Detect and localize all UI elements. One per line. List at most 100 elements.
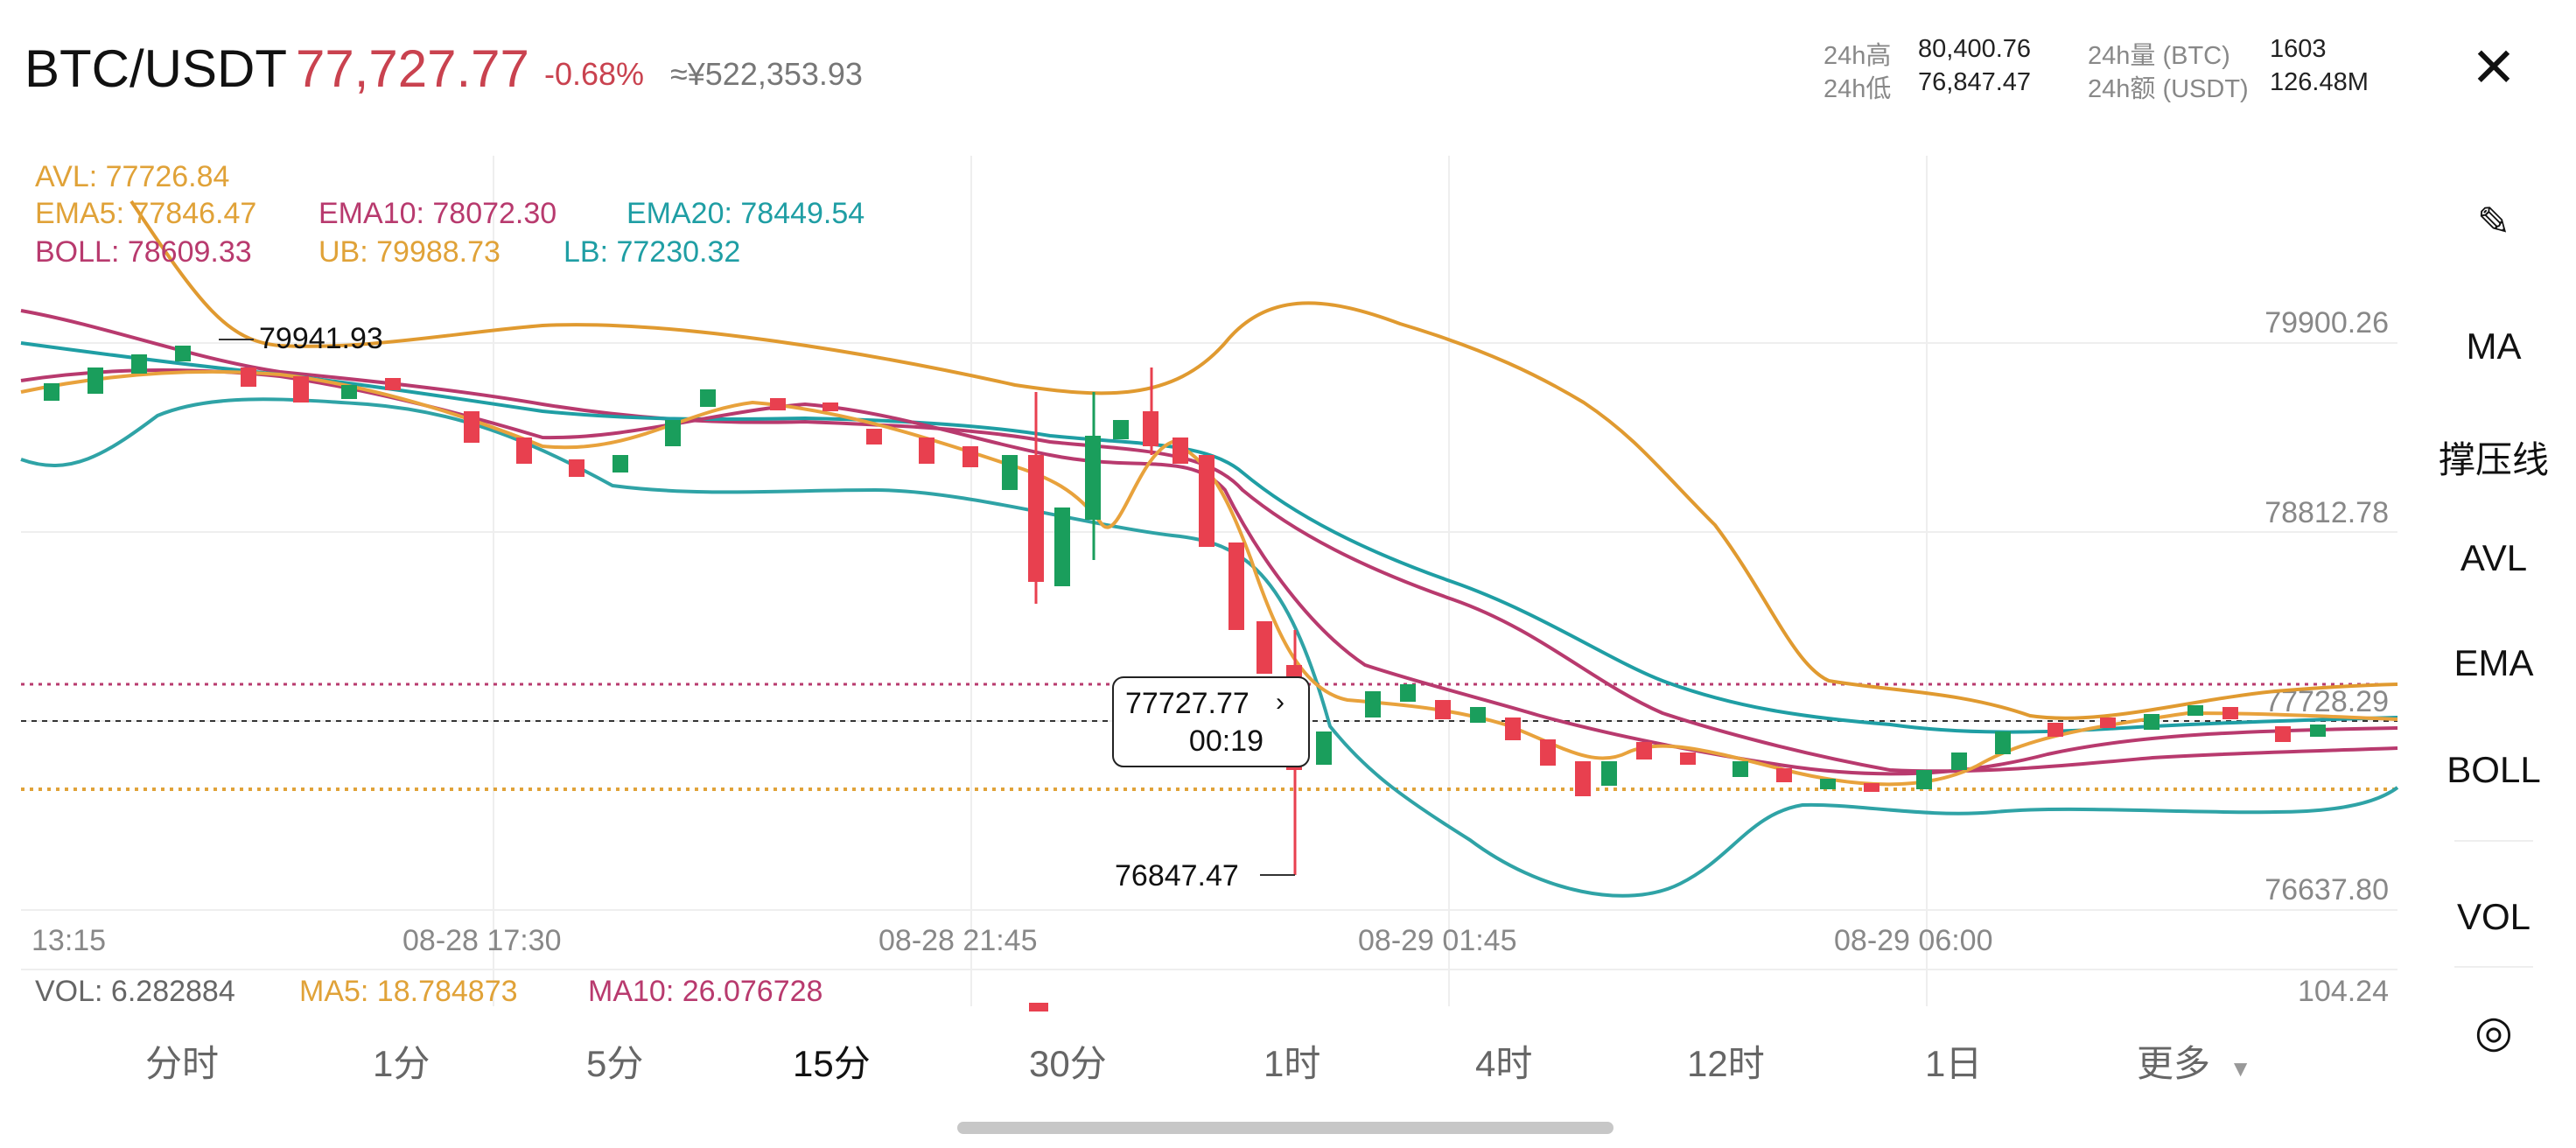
time-axis-label: 13:15 — [32, 924, 106, 957]
home-indicator[interactable] — [957, 1122, 1614, 1134]
boll-legend: BOLL: 78609.33 — [35, 235, 252, 269]
stat-low-value: 76,847.47 — [1918, 68, 2032, 96]
candle — [1732, 761, 1748, 777]
max-price-label: 79941.93 — [259, 322, 383, 355]
min-price-label: 76847.47 — [1115, 859, 1239, 892]
sidebar-item-ema[interactable]: EMA — [2454, 642, 2534, 683]
ema5-line — [20, 369, 2398, 787]
ema10-legend: EMA10: 78072.30 — [318, 197, 556, 230]
close-icon[interactable]: × — [2473, 26, 2515, 106]
price-change: -0.68% — [544, 56, 645, 92]
price-axis-label: 79900.26 — [2264, 306, 2389, 340]
candle — [919, 438, 934, 464]
time-axis-label: 08-28 21:45 — [878, 924, 1038, 957]
candle — [770, 398, 786, 410]
candle — [700, 389, 716, 407]
ema20-line — [20, 341, 2398, 734]
stat-low-label: 24h低 — [1824, 75, 1892, 103]
candle — [1228, 542, 1244, 630]
candle — [665, 420, 681, 446]
candle — [1540, 739, 1556, 766]
candle — [1601, 761, 1617, 786]
candle — [1435, 700, 1451, 719]
caret-down-icon: ▼ — [2229, 1055, 2252, 1082]
price-axis-label: 76637.80 — [2264, 873, 2389, 906]
candle — [1776, 768, 1792, 782]
boll-mid-line — [20, 309, 2398, 774]
timeframe-15m[interactable]: 15分 — [793, 1043, 871, 1084]
timeframe-30m[interactable]: 30分 — [1029, 1043, 1107, 1084]
sidebar-item-support-resistance[interactable]: 撑压线 — [2438, 439, 2549, 480]
boll-lower-line — [20, 397, 2399, 898]
candle — [44, 383, 60, 401]
vol-ma5-legend: MA5: 18.784873 — [299, 975, 518, 1008]
candle — [241, 368, 256, 387]
candle — [2100, 718, 2116, 728]
stat-vol-usdt-label: 24h额 (USDT) — [2088, 75, 2249, 103]
candle — [2310, 724, 2326, 737]
candle — [1143, 411, 1158, 446]
timeframe-4h[interactable]: 4时 — [1475, 1043, 1533, 1084]
timeframe-12h[interactable]: 12时 — [1687, 1043, 1765, 1084]
candle — [2048, 723, 2063, 737]
candle — [1085, 436, 1101, 520]
boll-upper-line — [130, 200, 2398, 720]
stat-vol-btc-label: 24h量 (BTC) — [2088, 42, 2230, 70]
chevron-right-icon: › — [1276, 688, 1284, 717]
pair-title[interactable]: BTC/USDT — [24, 39, 287, 98]
candle — [866, 429, 882, 444]
ema20-legend: EMA20: 78449.54 — [626, 197, 864, 230]
candle — [341, 385, 357, 399]
vol-max-label: 104.24 — [2298, 975, 2389, 1008]
sidebar-divider — [2454, 840, 2533, 842]
ema5-legend: EMA5: 77846.47 — [35, 197, 256, 230]
candle — [1575, 761, 1591, 796]
candle — [2188, 705, 2203, 716]
sidebar-item-avl[interactable]: AVL — [2460, 537, 2528, 578]
chart-panel[interactable] — [0, 138, 2406, 1013]
time-axis-label: 08-28 17:30 — [402, 924, 562, 957]
candle — [1199, 455, 1214, 547]
stat-high-value: 80,400.76 — [1918, 35, 2032, 63]
candle — [1365, 691, 1381, 718]
candle — [1316, 732, 1332, 765]
candle — [385, 378, 401, 390]
sidebar-item-ma[interactable]: MA — [2466, 326, 2522, 367]
stat-vol-btc-value: 1603 — [2270, 35, 2327, 63]
timeframe-1m[interactable]: 1分 — [373, 1043, 430, 1084]
stat-vol-usdt-value: 126.48M — [2270, 68, 2369, 96]
candle — [962, 446, 978, 467]
volume-bar — [1029, 1003, 1048, 1012]
sidebar-divider — [2454, 966, 2533, 968]
last-price: 77,727.77 — [296, 39, 529, 98]
avl-legend: AVL: 77726.84 — [35, 160, 229, 193]
vol-ma10-legend: MA10: 26.076728 — [588, 975, 822, 1008]
candle — [1916, 770, 1932, 789]
timeframe-5m[interactable]: 5分 — [586, 1043, 644, 1084]
candle — [569, 459, 584, 477]
timeframe-1d[interactable]: 1日 — [1925, 1043, 1983, 1084]
indicator-lines — [20, 200, 2399, 898]
candle — [1864, 783, 1880, 792]
lb-legend: LB: 77230.32 — [564, 235, 740, 269]
candle — [293, 376, 309, 402]
target-icon[interactable]: ◎ — [2474, 1007, 2513, 1056]
candle — [1400, 684, 1416, 702]
cny-price: ≈¥522,353.93 — [670, 56, 863, 92]
sidebar-item-vol[interactable]: VOL — [2456, 896, 2531, 937]
time-axis-label: 08-29 06:00 — [1834, 924, 1993, 957]
sidebar-item-boll[interactable]: BOLL — [2446, 749, 2541, 790]
candle — [1054, 508, 1070, 586]
current-price-tag-bg[interactable] — [1112, 676, 1310, 767]
timeframe-more[interactable]: 更多 ▼ — [2137, 1034, 2251, 1088]
ub-legend: UB: 79988.73 — [318, 235, 500, 269]
candle — [1470, 707, 1486, 723]
candle — [1995, 732, 2011, 754]
current-price-tag: 77727.77 — [1125, 687, 1250, 720]
timeframe-fenshi[interactable]: 分时 — [145, 1043, 220, 1084]
timeframe-1h[interactable]: 1时 — [1264, 1043, 1321, 1084]
pen-icon[interactable]: ✎ — [2476, 199, 2511, 244]
candle — [822, 402, 838, 411]
candle — [1256, 621, 1272, 674]
